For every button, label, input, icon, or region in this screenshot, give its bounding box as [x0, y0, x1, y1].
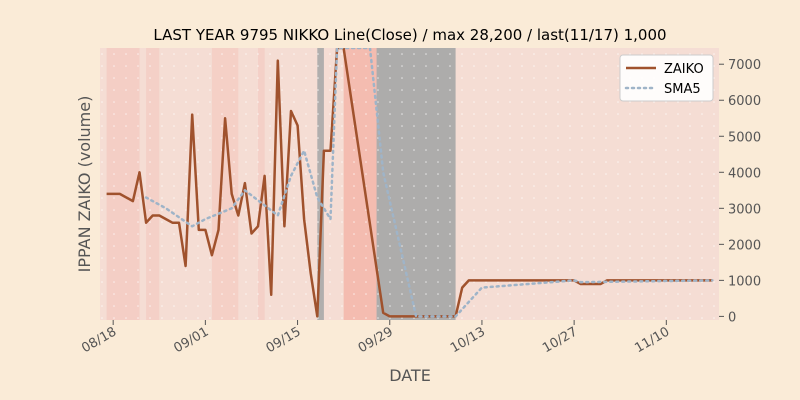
legend: ZAIKO SMA5 — [619, 54, 714, 102]
y-tick-label-2000: 2000 — [728, 238, 761, 253]
y-tick-label-6000: 6000 — [728, 94, 761, 109]
x-axis: 08/18 09/01 09/15 09/29 10/13 10/27 11/10 — [79, 320, 672, 356]
y-tick-label-4000: 4000 — [728, 166, 761, 181]
x-tick-label-09/01: 09/01 — [171, 324, 211, 356]
x-tick-label-10/13: 10/13 — [448, 324, 488, 356]
y-tick-label-3000: 3000 — [728, 202, 761, 217]
x-axis-label: DATE — [389, 366, 431, 385]
series-line-sma5 — [144, 48, 714, 318]
legend-box — [619, 54, 714, 102]
legend-label-zaiko: ZAIKO — [664, 62, 704, 77]
y-axis: 0 1000 2000 3000 4000 5000 6000 7000 — [719, 58, 761, 325]
series-layer — [106, 48, 714, 318]
chart-title: LAST YEAR 9795 NIKKO Line(Close) / max 2… — [153, 26, 666, 44]
y-tick-label-7000: 7000 — [728, 58, 761, 73]
x-tick-label-11/10: 11/10 — [632, 324, 672, 356]
x-tick-label-09/15: 09/15 — [264, 324, 304, 356]
x-tick-label-09/29: 09/29 — [356, 324, 396, 356]
legend-label-sma5: SMA5 — [664, 82, 701, 97]
y-tick-label-1000: 1000 — [728, 274, 761, 289]
y-axis-label: IPPAN ZAIKO (volume) — [75, 96, 94, 273]
plot-texture — [100, 48, 719, 320]
y-tick-label-5000: 5000 — [728, 130, 761, 145]
x-tick-label-10/27: 10/27 — [540, 324, 580, 356]
x-tick-label-08/18: 08/18 — [79, 324, 119, 356]
y-tick-label-0: 0 — [728, 310, 736, 325]
